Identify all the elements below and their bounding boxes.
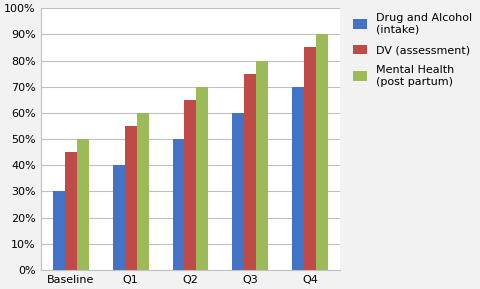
Bar: [292, 87, 304, 270]
Bar: [124, 126, 136, 270]
Bar: [112, 165, 124, 270]
Bar: [232, 113, 244, 270]
Bar: [136, 113, 148, 270]
Bar: [172, 139, 184, 270]
Bar: [196, 87, 208, 270]
Bar: [52, 191, 64, 270]
Bar: [316, 34, 328, 270]
Bar: [304, 47, 316, 270]
Bar: [76, 139, 88, 270]
Bar: [64, 152, 76, 270]
Bar: [244, 74, 256, 270]
Bar: [256, 60, 268, 270]
Legend: Drug and Alcohol
(intake), DV (assessment), Mental Health
(post partum): Drug and Alcohol (intake), DV (assessmen…: [348, 8, 475, 91]
Bar: [184, 100, 196, 270]
